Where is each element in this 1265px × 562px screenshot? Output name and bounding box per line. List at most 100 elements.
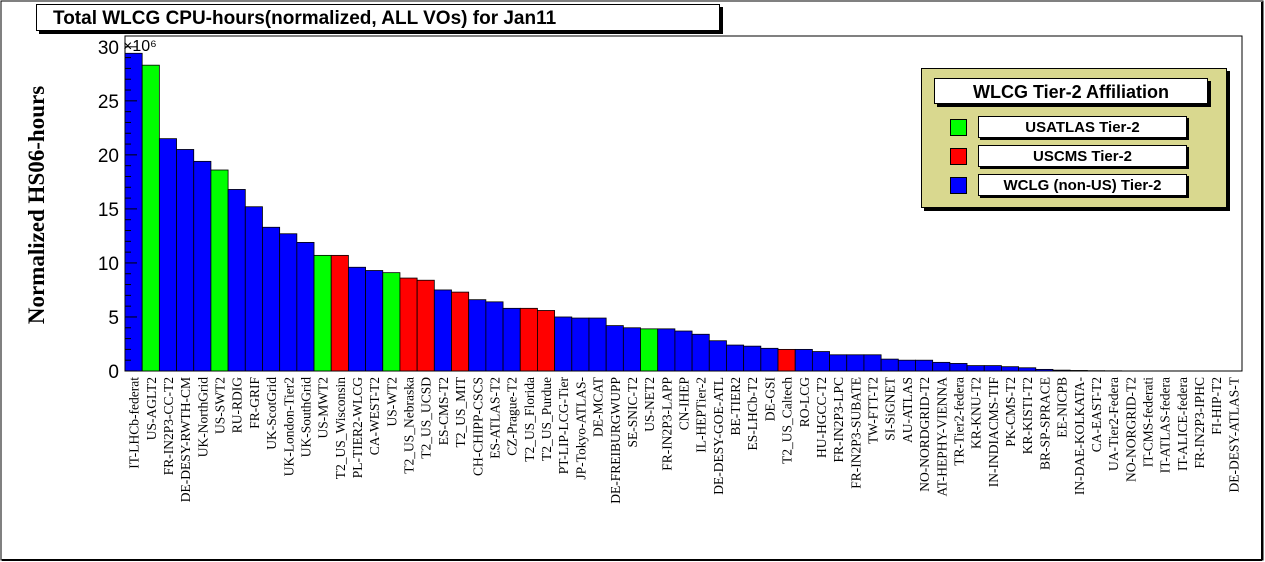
bar-jp-tokyo-atlas- <box>571 317 590 372</box>
y-multiplier-label: ×10⁶ <box>123 38 157 55</box>
bar-us-net2 <box>640 328 659 372</box>
x-tick-label: KR-KNU-T2 <box>969 377 984 449</box>
x-tick-label: T2_US_MIT <box>453 376 468 447</box>
x-tick-label: FR-IN2P3-SUBATE <box>848 377 863 489</box>
x-tick-label: T2_US_Caltech <box>780 377 795 464</box>
bar-t2-us-ucsd <box>416 279 435 372</box>
bar-t2-us-wisconsin <box>330 254 349 372</box>
x-tick-label: UK-ScotGrid <box>264 377 279 450</box>
x-tick-label: T2_US_Nebraska <box>402 377 417 474</box>
x-tick-label: PK-CMS-T2 <box>1003 377 1018 447</box>
x-axis-labels: IT-LHCb-federat US-AGLT2 FR-IN2P3-CC-T2 DE-… <box>127 376 1242 504</box>
x-tick-label: CN-IHEP <box>677 377 692 430</box>
x-tick-label: DE-FREIBURGWUPP <box>608 377 623 504</box>
y-tick-label: 25 <box>98 92 119 113</box>
x-tick-label: TR-Tier2-federa <box>951 377 966 466</box>
y-tick-label: 30 <box>98 38 119 59</box>
bar-us-wt2 <box>382 272 401 372</box>
bar-in-indiacms-tif <box>983 365 1002 372</box>
bar-cz-prague-t2 <box>502 307 521 372</box>
y-axis: 0 5 10 15 20 25 30 <box>98 35 137 383</box>
x-tick-label: US-MWT2 <box>316 377 331 439</box>
x-tick-label: ES-ATLAS-T2 <box>487 377 502 459</box>
bar-ee-nicpb <box>1052 369 1071 372</box>
bar-pt-lip-lcg-tier <box>554 316 573 372</box>
bar-ch-chipp-cscs <box>468 299 487 372</box>
bar-uk-scotgrid <box>262 226 281 372</box>
x-tick-label: CA-EAST-T2 <box>1089 377 1104 452</box>
y-axis-title: Normalized HS06-hours <box>24 86 49 324</box>
x-tick-label: JP-Tokyo-ATLAS- <box>573 377 588 480</box>
bar-uk-london-tier2 <box>279 233 298 372</box>
x-tick-label: NO-NORDGRID-T2 <box>917 377 932 492</box>
bar-no-nordgrid-t2 <box>915 359 934 372</box>
x-tick-label: UA-Tier2-Federa <box>1106 377 1121 471</box>
bar-de-mcat <box>588 317 607 372</box>
bar-t2-us-nebraska <box>399 277 418 372</box>
x-tick-label: NO-NORGRID-T2 <box>1123 377 1138 482</box>
bar-fr-in2p3-cc-t2 <box>158 138 177 372</box>
x-tick-label: US-NET2 <box>642 377 657 432</box>
x-tick-label: IN-DAE-KOLKATA- <box>1072 376 1087 495</box>
x-tick-label: TW-FTT-T2 <box>866 377 881 444</box>
bar-de-freiburgwupp <box>605 325 624 372</box>
x-tick-label: RU-RDIG <box>230 377 245 433</box>
x-tick-label: EE-NICPB <box>1055 377 1070 438</box>
y-tick-label: 10 <box>98 254 119 275</box>
bar-tr-tier2-federa <box>949 363 968 372</box>
x-tick-label: CA-WEST-T2 <box>367 377 382 455</box>
legend-title: WLCG Tier-2 Affiliation <box>934 78 1208 104</box>
bar-es-atlas-t2 <box>485 301 504 372</box>
bar-de-gsi <box>760 347 779 372</box>
bar-ru-rdig <box>227 189 246 372</box>
legend-swatch-usatlas <box>950 119 967 136</box>
bar-us-aglt2 <box>141 64 160 372</box>
bar-il-heptier-2 <box>691 333 710 372</box>
bar-fr-in2p3-subate <box>846 354 865 372</box>
x-tick-label: US-SWT2 <box>213 377 228 434</box>
bar-pl-tier2-wlcg <box>347 266 366 372</box>
bar-be-tier2 <box>726 344 745 372</box>
x-tick-label: DE-DESY-RWTH-CM <box>178 377 193 502</box>
x-tick-label: T2_US_Wisconsin <box>333 377 348 479</box>
x-tick-label: T2_US_Purdue <box>539 377 554 461</box>
legend-label-usatlas: USATLAS Tier-2 <box>978 116 1187 138</box>
bar-hu-hgcc-t2 <box>811 351 830 372</box>
x-tick-label: DE-MCAT <box>591 376 606 437</box>
x-tick-label: AT-HEPHY-VIENNA <box>934 377 949 497</box>
x-tick-label: KR-KISTI-T2 <box>1020 377 1035 454</box>
bar-at-hephy-vienna <box>932 361 951 372</box>
x-tick-label: IT-ALICE-federa <box>1175 377 1190 471</box>
bar-br-sp-sprace <box>1035 368 1054 372</box>
bar-de-desy-goe-atl <box>708 340 727 372</box>
bar-uk-southgrid <box>296 241 315 372</box>
x-tick-label: DE-DESY-ATLAS-T <box>1226 376 1241 492</box>
bar-kr-kisti-t2 <box>1018 367 1037 372</box>
x-tick-label: BE-TIER2 <box>728 377 743 436</box>
bar-in-dae-kolkata- <box>1069 370 1088 372</box>
x-tick-label: IL-HEPTier-2 <box>694 377 709 453</box>
x-tick-label: DE-DESY-GOE-ATL <box>711 377 726 495</box>
x-tick-label: T2_US_Florida <box>522 377 537 462</box>
bar-t2-us-caltech <box>777 348 796 372</box>
bar-pk-cms-t2 <box>1001 366 1019 372</box>
x-tick-label: SE-SNIC-T2 <box>625 377 640 448</box>
x-tick-label: BR-SP-SPRACE <box>1037 377 1052 470</box>
x-tick-label: PT-LIP-LCG-Tier <box>556 376 571 474</box>
bar-ca-west-t2 <box>365 270 384 372</box>
bar-de-desy-rwth-cm <box>176 149 195 372</box>
x-tick-label: FR-IN2P3-CC-T2 <box>161 377 176 475</box>
x-tick-label: IT-ATLAS-federa <box>1158 377 1173 473</box>
bar-fr-grif <box>244 206 263 372</box>
bar-fr-in2p3-lapp <box>657 328 676 372</box>
x-tick-label: IT-LHCb-federat <box>127 377 142 469</box>
bar-us-swt2 <box>210 169 229 372</box>
y-tick-label: 0 <box>108 362 119 383</box>
y-tick-label: 5 <box>108 308 119 329</box>
x-tick-label: AU-ATLAS <box>900 377 915 443</box>
bar-si-signet <box>880 358 899 372</box>
legend-swatch-wlcg <box>950 177 967 194</box>
x-tick-label: UK-London-Tier2 <box>281 377 296 476</box>
x-tick-label: FR-IN2P3-IPHC <box>1192 377 1207 469</box>
